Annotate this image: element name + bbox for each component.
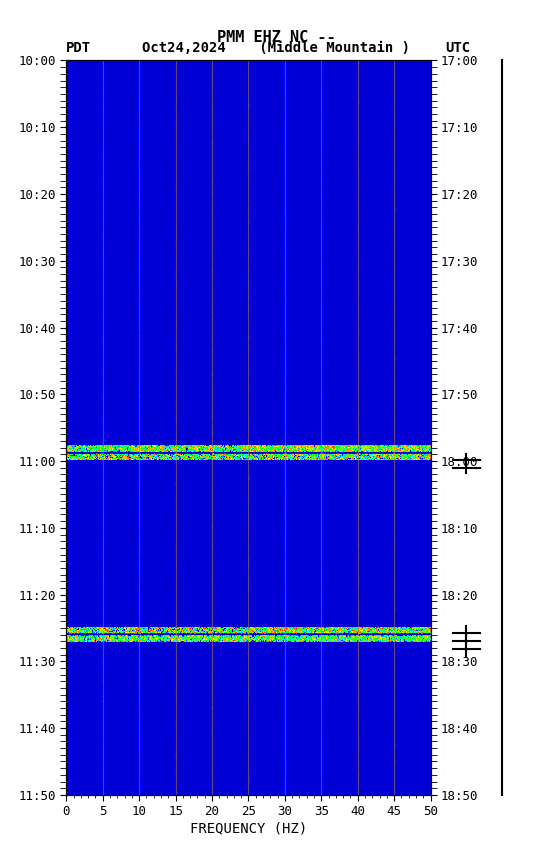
Text: PMM EHZ NC --: PMM EHZ NC -- [217, 30, 335, 45]
Text: Oct24,2024    (Middle Mountain ): Oct24,2024 (Middle Mountain ) [142, 41, 410, 55]
Text: UTC: UTC [445, 41, 471, 55]
Text: PDT: PDT [66, 41, 92, 55]
X-axis label: FREQUENCY (HZ): FREQUENCY (HZ) [190, 821, 307, 835]
